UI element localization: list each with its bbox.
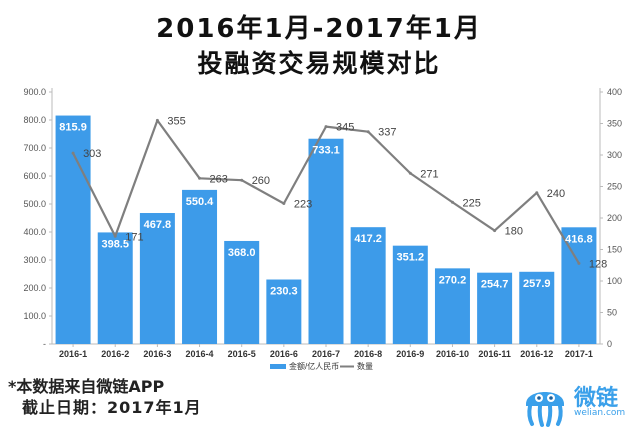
bar (224, 240, 260, 344)
line-value-label: 128 (589, 258, 607, 270)
right-y-tick-label: 300 (607, 150, 622, 160)
bar-value-label: 257.9 (523, 278, 551, 290)
bar-value-label: 351.2 (397, 252, 425, 264)
bar (308, 138, 344, 344)
line-value-label: 260 (252, 175, 270, 187)
left-y-tick-label: 400.0 (23, 227, 46, 237)
line-point (113, 234, 117, 238)
bar-value-label: 417.2 (354, 233, 382, 245)
left-y-tick-label: 600.0 (23, 171, 46, 181)
chart-title: 2016年1月-2017年1月 (156, 14, 482, 44)
left-y-tick-label: 900.0 (23, 87, 46, 97)
bar (266, 279, 302, 344)
x-tick-label: 2016-3 (143, 349, 171, 359)
bar (350, 227, 386, 344)
bar-value-label: 270.2 (439, 274, 467, 286)
right-y-tick-label: 250 (607, 182, 622, 192)
x-tick-label: 2016-11 (478, 349, 511, 359)
x-tick-label: 2016-2 (101, 349, 129, 359)
line-value-label: 180 (505, 226, 523, 238)
line-point (493, 229, 497, 233)
line-value-label: 303 (83, 148, 101, 160)
bar-value-label: 254.7 (481, 279, 509, 291)
bar-value-label: 230.3 (270, 286, 298, 298)
line-value-label: 223 (294, 199, 312, 211)
footnote-cutoff-date: 截止日期：2017年1月 (22, 398, 202, 417)
bar (392, 245, 428, 344)
x-tick-label: 2016-12 (520, 349, 553, 359)
x-tick-label: 2016-1 (59, 349, 87, 359)
line-point (282, 202, 286, 206)
bar-value-label: 815.9 (59, 122, 87, 134)
right-y-tick-label: 50 (607, 308, 617, 318)
line-value-label: 263 (210, 173, 228, 185)
x-tick-label: 2017-1 (565, 349, 593, 359)
left-y-tick-label: 100.0 (23, 311, 46, 321)
legend-swatch-amount (270, 364, 286, 369)
x-tick-label: 2016-5 (228, 349, 256, 359)
jellyfish-mascot-icon (526, 392, 564, 427)
bar (477, 272, 513, 344)
bar (519, 271, 555, 344)
right-y-tick-label: 150 (607, 245, 622, 255)
left-y-tick-label: - (43, 339, 46, 349)
bar-value-label: 398.5 (101, 238, 129, 250)
bar-value-label: 733.1 (312, 145, 340, 157)
bar (182, 189, 218, 344)
left-y-tick-label: 500.0 (23, 199, 46, 209)
footnote-source: *本数据来自微链APP (8, 377, 165, 396)
x-tick-label: 2016-6 (270, 349, 298, 359)
line-value-label: 355 (167, 115, 185, 127)
logo-url: welian.com (574, 408, 626, 418)
line-value-label: 345 (336, 122, 354, 134)
line-point (71, 151, 75, 155)
bar (139, 213, 175, 344)
bar-value-label: 467.8 (144, 219, 172, 231)
line-value-label: 171 (125, 231, 143, 243)
line-point (408, 171, 412, 175)
line-point (240, 178, 244, 182)
line-value-label: 337 (378, 127, 396, 139)
legend-label-count: 数量 (357, 361, 373, 371)
left-y-tick-label: 800.0 (23, 115, 46, 125)
footnote: *本数据来自微链APP 截止日期：2017年1月 (8, 376, 202, 418)
right-y-tick-label: 0 (607, 339, 612, 349)
line-value-label: 271 (420, 168, 438, 180)
line-point (577, 261, 581, 265)
line-point (450, 200, 454, 204)
left-y-tick-label: 200.0 (23, 283, 46, 293)
right-y-tick-label: 400 (607, 87, 622, 97)
bar-value-label: 368.0 (228, 247, 256, 259)
right-y-tick-label: 200 (607, 213, 622, 223)
legend-label-amount: 金额/亿人民币 (289, 361, 339, 371)
line-point (535, 191, 539, 195)
x-tick-label: 2016-4 (186, 349, 214, 359)
right-y-tick-label: 350 (607, 119, 622, 129)
bar (97, 232, 133, 344)
x-tick-label: 2016-7 (312, 349, 340, 359)
chart-subtitle: 投融资交易规模对比 (197, 49, 441, 78)
x-tick-label: 2016-8 (354, 349, 382, 359)
bar-value-label: 550.4 (186, 196, 214, 208)
bar-value-label: 416.8 (565, 233, 593, 245)
line-value-label: 225 (462, 197, 480, 209)
right-y-tick-label: 100 (607, 276, 622, 286)
x-tick-label: 2016-9 (396, 349, 424, 359)
bar (561, 227, 597, 344)
bar (434, 268, 470, 344)
line-point (155, 118, 159, 122)
line-point (198, 176, 202, 180)
logo-name: 微链 (574, 386, 619, 411)
left-y-tick-label: 700.0 (23, 143, 46, 153)
line-point (324, 125, 328, 129)
x-tick-label: 2016-10 (436, 349, 469, 359)
line-value-label: 240 (547, 188, 565, 200)
line-point (366, 130, 370, 134)
logo: 微链 welian.com (520, 378, 632, 428)
left-y-tick-label: 300.0 (23, 255, 46, 265)
